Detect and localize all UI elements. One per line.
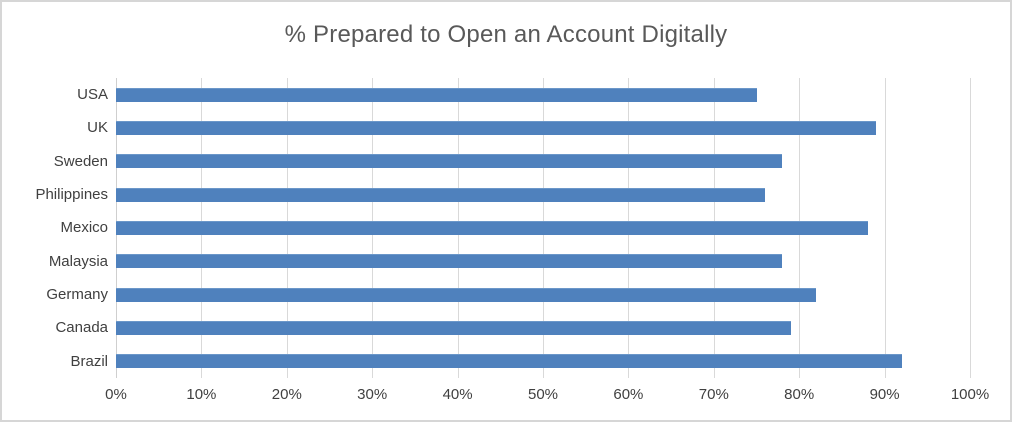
category-label: Brazil — [70, 352, 108, 370]
bar-row — [116, 311, 970, 344]
category-label: Malaysia — [48, 252, 108, 270]
category-label-row: Philippines — [2, 178, 108, 211]
bar-row — [116, 211, 970, 244]
value-axis-tick-label: 30% — [357, 386, 388, 403]
chart-title: % Prepared to Open an Account Digitally — [284, 21, 728, 48]
value-axis-tick-label: 60% — [613, 386, 644, 403]
value-axis-labels: 0% 10% 20% 30% 40% 50% 60% 70% 80% 90% 100% — [105, 386, 989, 406]
bar-malaysia — [116, 254, 783, 269]
category-label: Sweden — [53, 152, 108, 170]
bar-canada — [116, 320, 791, 335]
category-label-row: Germany — [2, 278, 108, 311]
value-axis-tick-label: 40% — [442, 386, 473, 403]
bar-philippines — [116, 187, 766, 202]
category-label-row: Canada — [2, 311, 108, 344]
bar-row — [116, 111, 970, 144]
bar-row — [116, 278, 970, 311]
bar-usa — [116, 87, 757, 102]
category-label-row: Mexico — [2, 211, 108, 244]
value-axis-tick-label: 70% — [698, 386, 729, 403]
category-label-row: Malaysia — [2, 245, 108, 278]
bar-sweden — [116, 154, 783, 169]
bar-brazil — [116, 354, 902, 369]
bar-row — [116, 178, 970, 211]
value-axis-tick-label: 100% — [950, 386, 990, 403]
value-axis-tick-label: 20% — [271, 386, 302, 403]
category-label-row: UK — [2, 111, 108, 144]
category-label: Canada — [55, 319, 108, 337]
bar-germany — [116, 287, 817, 302]
bar-uk — [116, 120, 877, 135]
gridline — [970, 78, 971, 378]
gridline — [884, 78, 886, 378]
bar-mexico — [116, 220, 868, 235]
bar-row — [116, 78, 970, 111]
bar-row — [116, 345, 970, 378]
value-axis-tick-label: 10% — [186, 386, 217, 403]
category-label: Mexico — [60, 219, 108, 237]
category-label: Philippines — [35, 186, 108, 204]
value-axis-tick-label: 80% — [784, 386, 815, 403]
plot-area — [116, 78, 971, 378]
category-label: UK — [87, 119, 108, 137]
category-label: USA — [77, 86, 108, 104]
category-label-row: USA — [2, 78, 108, 111]
value-axis-tick-label: 50% — [527, 386, 559, 403]
value-axis-tick-label: 0% — [105, 386, 127, 403]
category-label: Germany — [46, 286, 108, 304]
value-axis-tick-label: 90% — [869, 386, 900, 403]
category-label-row: Sweden — [2, 145, 108, 178]
bar-row — [116, 245, 970, 278]
category-axis-labels: USA UK Sweden Philippines Mexico Malaysia Germ… — [2, 78, 108, 378]
bar-series — [116, 78, 970, 378]
bar-row — [116, 145, 970, 178]
category-label-row: Brazil — [2, 345, 108, 378]
